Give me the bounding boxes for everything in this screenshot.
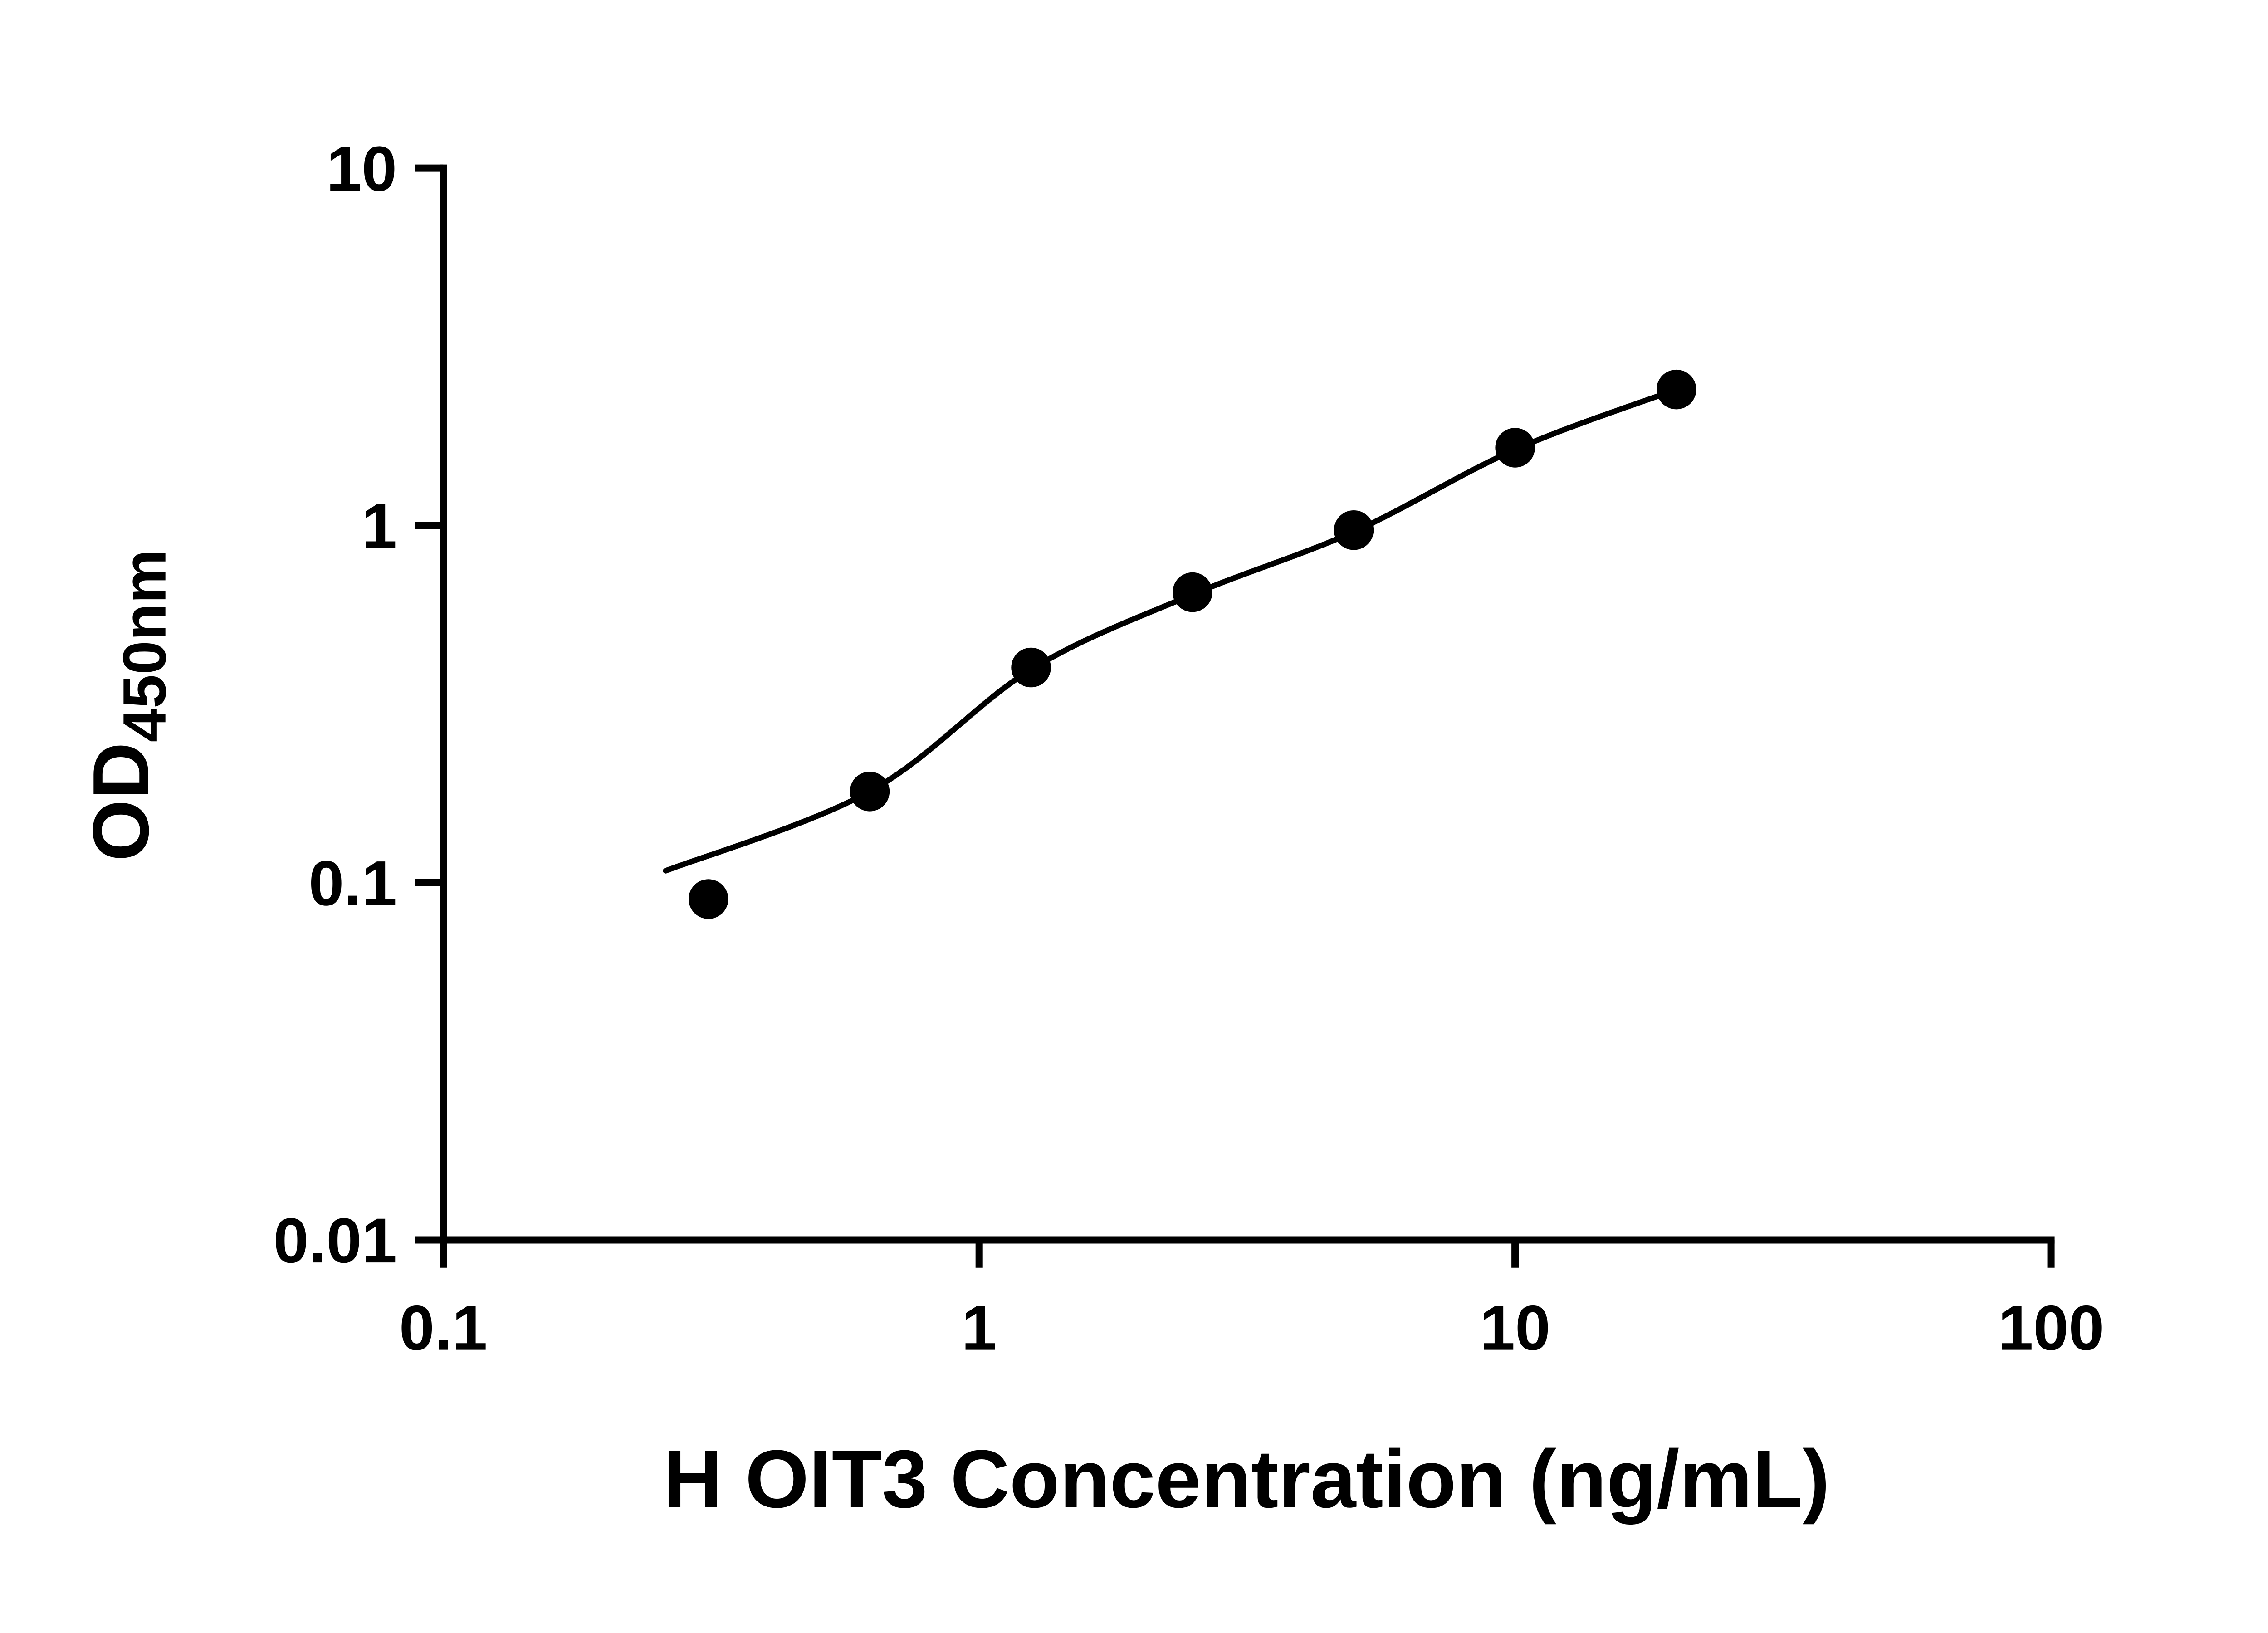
data-point-marker <box>1173 572 1212 612</box>
y-axis-title-main: OD <box>77 742 166 861</box>
data-point-marker <box>1011 647 1051 688</box>
y-axis-tick-label: 10 <box>326 133 397 204</box>
data-point-marker <box>1334 510 1374 550</box>
axis-spine <box>440 164 2055 1244</box>
y-axis-tick-label: 1 <box>362 490 397 562</box>
data-point-marker <box>1656 369 1696 410</box>
data-point-marker <box>850 772 890 812</box>
x-axis-title: H OIT3 Concentration (ng/mL) <box>663 1433 1830 1525</box>
y-axis-tick-label: 0.01 <box>274 1205 397 1276</box>
x-axis-tick-label: 10 <box>1480 1292 1550 1364</box>
data-point-marker <box>1495 428 1535 468</box>
y-axis-title: OD450nm <box>77 549 179 861</box>
y-axis-title-subscript: 450nm <box>111 549 179 742</box>
series-layer <box>663 369 1696 919</box>
x-axis-tick-label: 0.1 <box>399 1292 488 1364</box>
x-axis-tick-label: 1 <box>962 1292 997 1364</box>
data-point-marker <box>689 879 728 919</box>
x-axis-tick-label: 100 <box>1998 1292 2104 1364</box>
y-axis-tick-label: 0.1 <box>308 847 397 919</box>
